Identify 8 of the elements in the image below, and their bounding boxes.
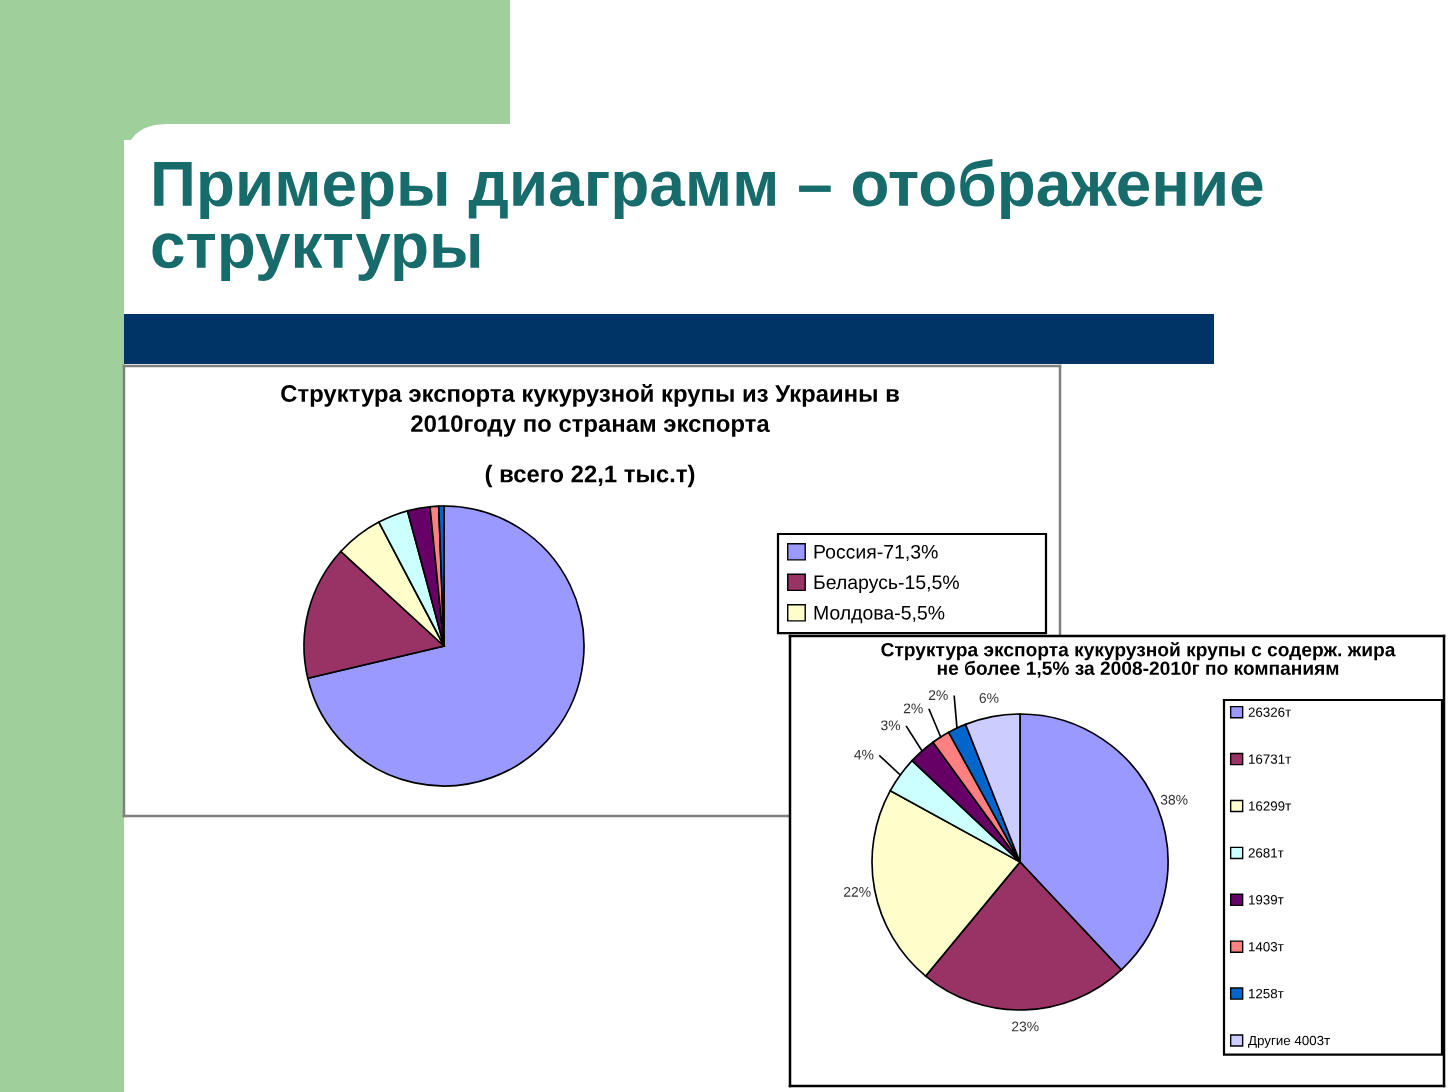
legend-label: Беларусь-15,5%	[814, 575, 959, 594]
legend-label: Россия-71,3%	[814, 544, 938, 561]
chart-subtitle: ( всего 22,1 тыс.т)	[485, 464, 695, 488]
text: Примеры диаграмм – отображение структуры	[152, 159, 1263, 281]
chart-title: Структура экспорта кукурузной крупы с содерж. жира не более 1,5% за 2008-2010г по компаниям	[881, 642, 1396, 678]
legend-label: Молдова-5,5%	[814, 605, 945, 624]
chart-title: Структура экспорта кукурузной крупы из Украины в 2010году по странам экспорта	[281, 384, 899, 437]
pie-slice	[306, 505, 585, 787]
